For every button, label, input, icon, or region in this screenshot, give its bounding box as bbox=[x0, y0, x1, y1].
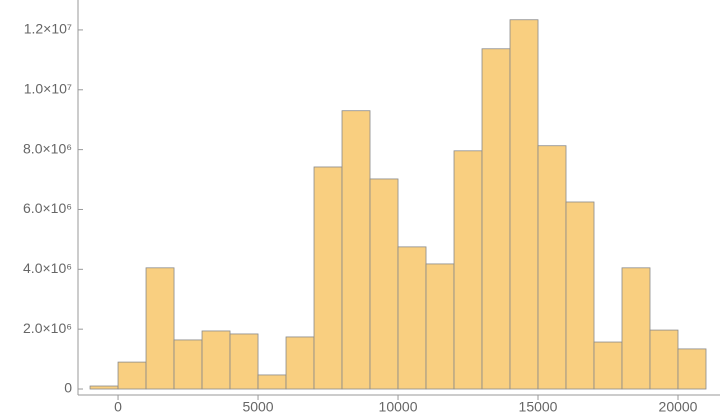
y-tick-label: 1.2×10⁷ bbox=[24, 21, 72, 37]
bar bbox=[89, 385, 119, 390]
y-tick-label: 2.0×10⁶ bbox=[23, 320, 72, 336]
x-tick-label: 0 bbox=[114, 399, 122, 415]
y-tick-label: 6.0×10⁶ bbox=[23, 200, 72, 216]
bar bbox=[537, 145, 567, 390]
bar bbox=[397, 246, 427, 390]
bar bbox=[481, 48, 511, 390]
bar bbox=[229, 333, 259, 390]
bar bbox=[117, 361, 147, 390]
y-tick-label: 8.0×10⁶ bbox=[23, 140, 72, 156]
y-tick-label: 4.0×10⁶ bbox=[23, 260, 72, 276]
y-tick-label: 0 bbox=[64, 380, 72, 396]
bar bbox=[593, 341, 623, 390]
x-tick-label: 15000 bbox=[519, 399, 558, 415]
y-tick-label: 1.0×10⁷ bbox=[24, 80, 72, 96]
bar bbox=[621, 267, 651, 390]
bar bbox=[285, 336, 315, 390]
x-tick-label: 10000 bbox=[379, 399, 418, 415]
bar bbox=[453, 150, 483, 390]
bar bbox=[509, 19, 539, 390]
bar bbox=[173, 339, 203, 390]
bar bbox=[341, 110, 371, 390]
bar bbox=[145, 267, 175, 390]
bar bbox=[257, 374, 287, 390]
bar bbox=[201, 330, 231, 390]
x-tick-label: 5000 bbox=[242, 399, 273, 415]
bar bbox=[649, 329, 679, 390]
bar bbox=[425, 263, 455, 390]
bar bbox=[565, 201, 595, 390]
bar bbox=[313, 166, 343, 390]
bar bbox=[677, 348, 707, 390]
bar bbox=[369, 178, 399, 390]
x-tick-label: 20000 bbox=[659, 399, 698, 415]
